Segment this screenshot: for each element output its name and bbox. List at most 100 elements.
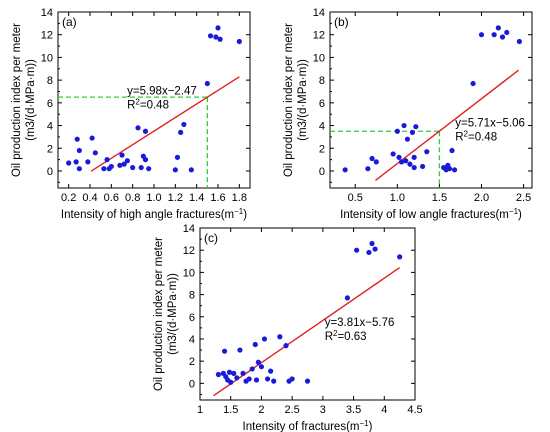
data-point	[130, 164, 136, 171]
data-point	[249, 366, 255, 372]
data-point	[261, 336, 268, 342]
panel-label: (c)	[204, 231, 218, 245]
y-tick-label: 8	[189, 290, 195, 302]
data-point	[404, 136, 411, 142]
x-tick-label: 2.0	[474, 192, 489, 204]
data-point	[181, 121, 187, 128]
y-tick-label: 6	[47, 98, 53, 110]
panel-label: (a)	[62, 15, 77, 29]
data-point	[174, 154, 181, 160]
data-point	[396, 154, 402, 160]
data-point	[401, 122, 407, 129]
y-tick-label: 4	[47, 121, 53, 133]
data-point	[135, 125, 141, 131]
x-tick-label: 1.0	[390, 192, 405, 204]
data-point	[403, 158, 409, 164]
x-tick-label: 1.6	[210, 192, 225, 204]
y-tick-label: 8	[47, 75, 53, 87]
data-point	[264, 376, 271, 382]
fit-line	[90, 76, 240, 172]
data-point	[215, 371, 222, 378]
r-squared: R2=0.63	[325, 329, 367, 344]
data-point	[258, 364, 265, 370]
data-point	[495, 25, 501, 31]
y-tick-label: 14	[41, 7, 53, 19]
data-point	[142, 128, 149, 134]
data-point	[413, 124, 419, 130]
plot-frame	[199, 227, 416, 401]
data-point	[369, 240, 375, 247]
data-point	[289, 376, 295, 382]
data-point	[446, 166, 453, 172]
x-tick-label: 1.0	[146, 192, 161, 204]
x-tick-label: 0.4	[82, 192, 97, 204]
data-point	[397, 254, 403, 260]
data-point	[366, 249, 372, 256]
x-axis-label: Intensity of fractures(m−1)	[243, 419, 373, 432]
data-point	[411, 154, 417, 160]
data-point	[372, 246, 378, 252]
y-tick-label: 14	[313, 7, 325, 19]
data-point	[271, 378, 277, 384]
data-point	[119, 152, 125, 158]
y-tick-label: 2	[189, 356, 195, 368]
data-point	[204, 80, 210, 87]
x-tick-label: 1.5	[223, 404, 238, 416]
y-tick-label: 2	[47, 143, 53, 155]
data-point	[398, 159, 405, 165]
data-point	[390, 151, 396, 157]
data-point	[449, 147, 455, 154]
data-point	[221, 348, 228, 354]
x-tick-label: 4	[381, 404, 387, 416]
y-axis-label: Oil production index per meter	[153, 237, 165, 391]
y-tick-label: 0	[319, 166, 325, 178]
data-point	[117, 162, 123, 168]
y-tick-label: 10	[313, 52, 325, 64]
x-tick-label: 2.5	[516, 192, 531, 204]
x-tick-label: 1.8	[232, 192, 247, 204]
data-point	[217, 36, 223, 42]
x-tick-label: 1.2	[168, 192, 183, 204]
y-axis-label-unit: (m3/(d·MPa·m))	[25, 59, 37, 141]
chart-panel: 0 2 4 6 8 10 12 14 1 1.5 2 2.5 3 3.5 4 4.5 (c) y=3.81x−5.…	[153, 223, 423, 432]
data-point	[478, 32, 485, 38]
data-point	[409, 129, 416, 135]
data-point	[268, 368, 274, 374]
data-point	[228, 379, 234, 385]
data-point	[178, 129, 184, 135]
data-point	[283, 343, 289, 349]
data-point	[470, 80, 476, 87]
data-point	[92, 150, 98, 156]
data-point	[491, 32, 497, 38]
data-point	[252, 341, 258, 348]
r-squared: R2=0.48	[127, 97, 169, 112]
data-point	[246, 376, 252, 382]
data-point	[89, 135, 95, 141]
data-point	[354, 247, 360, 253]
x-axis-label: Intensity of high angle fractures(m−1)	[61, 207, 247, 222]
y-tick-label: 12	[313, 30, 325, 42]
x-tick-label: 3	[320, 404, 326, 416]
data-point	[226, 369, 233, 375]
y-tick-label: 6	[319, 98, 325, 110]
y-tick-label: 0	[47, 166, 53, 178]
data-point	[504, 29, 510, 36]
data-point	[516, 38, 522, 45]
data-point	[85, 159, 91, 165]
y-tick-label: 10	[41, 52, 53, 64]
data-point	[121, 161, 127, 167]
x-tick-label: 2	[258, 404, 264, 416]
data-point	[344, 295, 351, 301]
data-point	[207, 33, 214, 39]
y-axis-label-unit: (m3/(d·MPa·m))	[297, 59, 309, 141]
data-point	[304, 378, 311, 384]
data-point	[124, 158, 130, 164]
y-tick-label: 2	[319, 143, 325, 155]
data-point	[142, 157, 149, 163]
y-tick-label: 4	[319, 121, 325, 133]
chart-panel: 0 2 4 6 8 10 12 14 0.5 1.0 1.5 2.0 2.5 (b) y=5.71x−5.0…	[283, 7, 533, 221]
data-point	[419, 163, 426, 170]
data-point	[424, 149, 430, 155]
data-point	[108, 163, 114, 170]
